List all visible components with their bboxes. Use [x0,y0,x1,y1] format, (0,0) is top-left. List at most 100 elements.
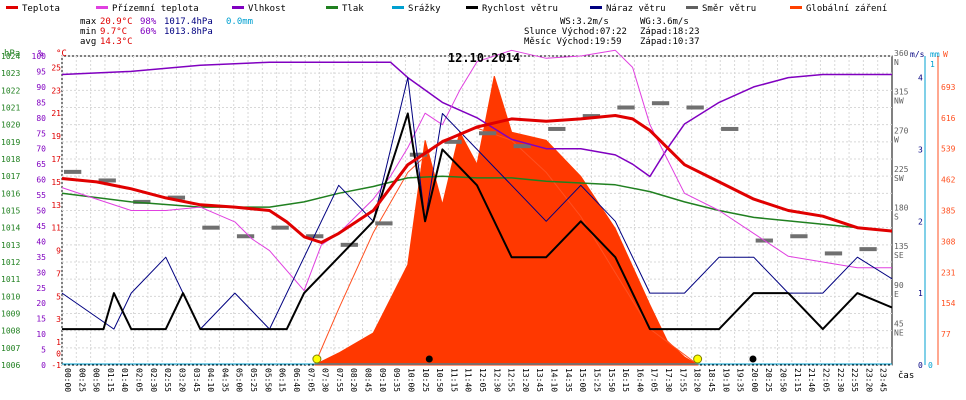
time-tick-label: 16:40 [635,368,644,392]
legend-swatch [96,6,108,9]
time-tick-label: 04:10 [206,368,215,392]
ms-tick-label: 0 [918,361,923,370]
hpa-tick-label: 1008 [1,327,20,336]
time-tick-label: 15:50 [607,368,616,392]
w-tick-label: 616 [941,114,956,123]
temp-tick-label: 0 [56,350,61,359]
wind-direction-mark [271,225,289,230]
legend-label: Vlhkost [248,4,286,14]
time-tick-label: 19:10 [721,368,730,392]
legend-label: Globální záření [806,4,887,14]
stats-panel: max 20.9°C 98% 1017.4hPa 0.0mm min 9.7°C 60% 101… [80,17,700,47]
line-series [61,49,893,365]
hpa-tick-label: 1010 [1,292,20,301]
stats-sunset: Západ:18:23 [640,27,700,37]
wind-direction-mark [548,126,566,131]
time-tick-label: 11:40 [464,368,473,392]
time-tick-label: 03:20 [177,368,186,392]
wind-direction-mark [582,114,601,119]
time-tick-label: 12:30 [492,368,501,392]
temp-tick-label: 7 [56,269,61,278]
direction-tick-label: E [894,290,899,299]
stats-sunrise: Slunce Východ:07:22 [524,27,627,37]
stats-row-label: avg [80,37,96,47]
time-tick-label: 19:35 [736,368,745,392]
time-tick-label: 20:00 [750,368,759,392]
time-tick-label: 18:45 [707,368,716,392]
time-tick-label: 05:25 [249,368,258,392]
temperature-line [61,114,893,244]
pct-axis-label: % [38,49,44,59]
wind-gust-line [61,77,893,330]
time-tick-label: 09:10 [378,368,387,392]
pct-tick-label: 15 [36,315,46,324]
time-tick-label: 01:40 [120,368,129,392]
pct-tick-label: 90 [36,83,46,92]
temp-tick-label: 15 [51,178,61,187]
wind-direction-mark [513,144,531,149]
direction-tick-label: N [894,58,899,67]
legend-swatch [6,6,18,9]
moonrise-marker [749,355,757,363]
hpa-tick-label: 1013 [1,241,20,250]
time-tick-label: 23:45 [879,368,888,392]
pct-tick-label: 10 [36,330,46,339]
temp-tick-label: 11 [51,224,61,233]
hpa-tick-label: 1023 [1,69,20,78]
w-tick-label: 462 [941,176,956,185]
w-tick-label: 539 [941,145,956,154]
hpa-tick-label: 1017 [1,172,20,181]
time-tick-label: 17:55 [678,368,687,392]
pct-tick-label: 25 [36,284,46,293]
temp-tick-label: 9 [56,247,61,256]
temp-tick-label: 23 [51,86,61,95]
time-tick-label: 06:15 [278,368,287,392]
w-tick-label: 308 [941,237,956,246]
hpa-axis-label: hPa [4,49,20,59]
time-tick-label: 12:05 [478,368,487,392]
ms-tick-label: 4 [918,74,923,83]
time-tick-label: 02:55 [163,368,172,392]
stats-rain: 0.0mm [226,17,253,27]
time-tick-label: 09:35 [392,368,401,392]
time-tick-label: 18:20 [693,368,702,392]
w-axis-label: W [943,50,948,59]
time-tick-label: 05:00 [235,368,244,392]
stats-row-label: max [80,17,97,27]
ms-tick-label: 2 [918,217,923,226]
direction-tick-value: 315 [894,88,909,97]
time-axis-label: čas [898,370,914,381]
time-tick-label: 02:30 [149,368,158,392]
mm-axis-label: mm [930,50,940,59]
w-tick-label: 231 [941,268,956,277]
w-tick-label: 385 [941,207,956,216]
hpa-tick-label: 1012 [1,258,20,267]
pct-tick-label: 65 [36,160,46,169]
time-tick-label: 07:55 [335,368,344,392]
time-tick-label: 10:00 [406,368,415,392]
time-tick-label: 00:00 [63,368,72,392]
legend-swatch [466,6,478,9]
stats-temp: 20.9°C [100,17,133,27]
wind-direction-mark [98,178,116,183]
pct-tick-label: 80 [36,114,46,123]
time-tick-label: 21:40 [807,368,816,392]
time-tick-label: 08:20 [349,368,358,392]
stats-temp: 14.3°C [100,37,133,47]
hpa-tick-label: 1021 [1,104,20,113]
wind-direction-mark [859,247,877,252]
direction-tick-label: SW [894,174,904,183]
time-tick-label: 20:50 [779,368,788,392]
time-tick-label: 14:35 [564,368,573,392]
stats-wind-gust: WG:3.6m/s [640,17,689,27]
wind-direction-mark [686,105,704,110]
time-tick-label: 10:25 [421,368,430,392]
hpa-tick-label: 1011 [1,275,20,284]
wind-direction-mark [651,101,670,106]
stats-wind-speed: WS:3.2m/s [560,17,609,27]
wind-direction-mark [375,221,393,226]
temp-tick-label: -1 [51,361,61,370]
time-tick-label: 01:15 [106,368,115,392]
temp-tick-label: 1 [56,338,61,347]
